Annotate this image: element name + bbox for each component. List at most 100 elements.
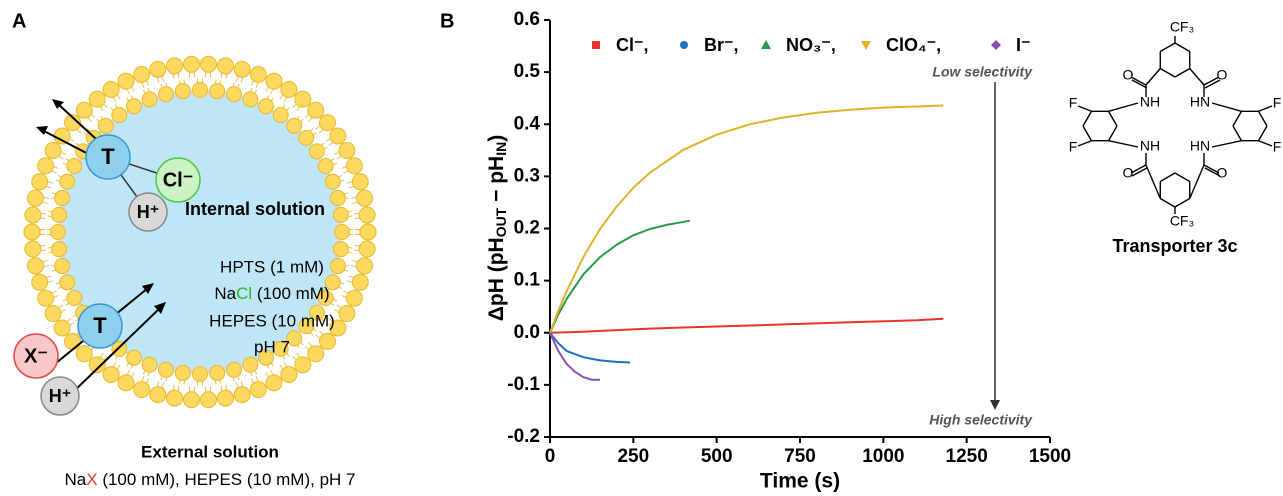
lipid-head [317,158,334,175]
lipid-head [359,223,377,241]
text: ) [485,135,508,142]
lipid-head [351,273,369,291]
lipid-head [31,173,49,191]
lipid-head [111,340,128,357]
lipid-head [225,361,242,378]
lipid-head [37,157,55,175]
lipid-head [26,189,44,207]
legend-marker [991,40,1001,50]
legend-marker [861,41,871,50]
bond [1203,164,1220,174]
atom-label: CF₃ [1170,19,1194,35]
lipid-head [37,289,55,307]
lipid-head [133,381,151,399]
lipid-head [102,366,120,384]
lipid-head [24,206,42,224]
lipid-head [200,391,218,409]
molecule: CF₃ CF₃ O O O O NH HN NH HN F F F F [1069,19,1282,229]
bond [1082,110,1093,127]
text: IN [493,142,509,156]
bond [1258,140,1273,147]
lipid-head [158,361,175,378]
lipid-head [329,319,347,337]
lipid-head [24,240,42,258]
x-tick-label: 1000 [862,446,904,467]
panel-label: B [440,10,454,32]
proton [128,192,168,232]
lipid-head [50,224,66,240]
annotation: Low selectivity [932,64,1033,80]
lipid-head [272,340,289,357]
lipid-head [298,129,315,146]
bond [1189,164,1205,199]
lipid-head [308,143,325,160]
lipid-head [216,389,234,407]
lipid-head [166,389,184,407]
arrow-head [990,400,1000,410]
bond [1257,125,1268,142]
bond [1108,102,1139,112]
lipid-head [242,356,259,373]
atom-label: NH [1140,138,1160,154]
lipid-head [51,241,68,258]
lipid-head [332,206,349,223]
lipid-head [66,289,83,306]
x-tick-label: 1250 [946,446,988,467]
arrow-head [142,283,154,294]
atom-label: O [1123,165,1134,181]
lipid-head [345,289,363,307]
bond [1108,140,1139,148]
lipid-head [102,80,120,98]
anion [13,333,59,379]
text: (100 mM) [252,284,329,303]
text: Na [214,284,236,303]
bond [1159,67,1176,78]
lipid-head [324,274,341,291]
atom-label: F [1069,139,1078,155]
bond [1174,42,1191,53]
lipid-head [44,305,62,323]
atom-label: O [1217,67,1228,83]
lipid-head [294,356,312,374]
lipid-head [298,318,315,335]
lipid-head [242,91,259,108]
lipid-head [308,304,325,321]
lipid-head [182,391,200,409]
lipid-head [59,274,76,291]
bond [1203,76,1220,86]
bond [1082,125,1093,142]
atom-label: O [1123,67,1134,83]
lipid-head [272,107,289,124]
arrow-head [36,126,48,135]
lipid-head [286,117,303,134]
x-tick-label: 500 [701,446,733,467]
lipid-head [133,65,151,83]
y-tick-label: 0.5 [514,61,541,82]
lipid-head [209,364,226,381]
carrier-label: T [101,144,115,169]
bond [1077,140,1092,147]
lipid-head [75,345,93,363]
bond [1174,197,1191,208]
annotation: High selectivity [929,412,1033,428]
y-tick-label: 0.6 [514,9,540,30]
y-tick-label: -0.2 [507,426,540,447]
data-line [549,332,631,364]
lipid-head [351,173,369,191]
internal-line: HEPES (10 mM) [209,311,335,330]
lipid-head [307,101,325,119]
bond [1130,76,1147,86]
proton [40,376,80,416]
internal-title: Internal solution [185,199,325,219]
text: Na [65,470,87,489]
molecule-caption: Transporter 3c [1112,236,1237,256]
bond [1130,164,1147,174]
lipid-head [358,240,376,258]
arrow [69,307,161,396]
legend-label: I⁻ [1016,35,1031,55]
lipid-head [345,157,363,175]
atom-label: O [1217,165,1228,181]
lipid-head [54,257,71,274]
lipid-head [225,86,242,103]
